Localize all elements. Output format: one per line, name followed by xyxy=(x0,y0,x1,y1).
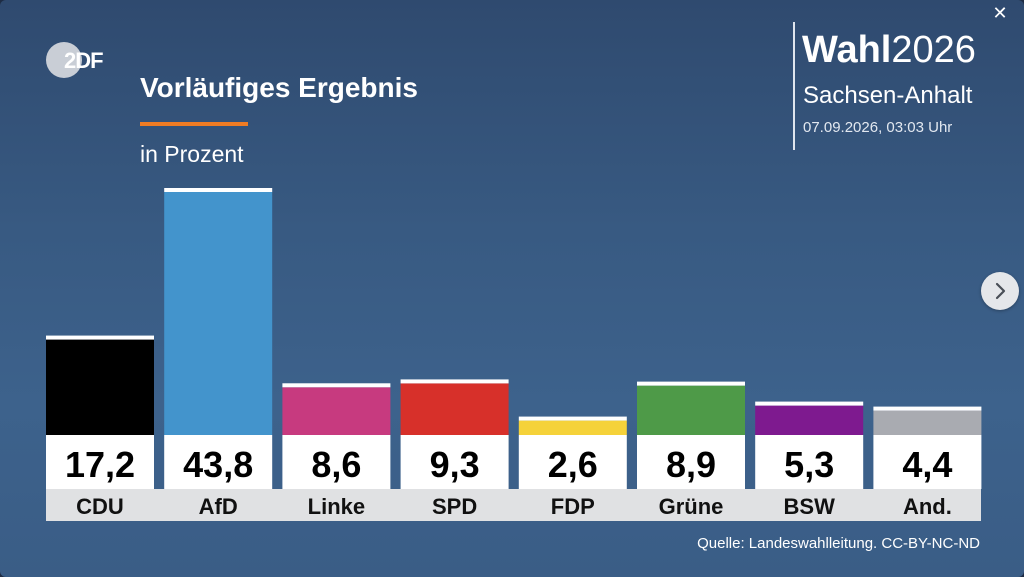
brand-year: 2026 xyxy=(891,29,976,71)
category-label-spd: SPD xyxy=(432,494,477,519)
zdf-logo: 2DF xyxy=(46,42,116,78)
bar-fdp xyxy=(518,420,627,435)
bar-cap-spd xyxy=(400,379,509,384)
value-box-fdp xyxy=(518,435,627,489)
data-label-linke: 8,6 xyxy=(311,444,361,485)
category-label-grüne: Grüne xyxy=(659,494,724,519)
next-slide-button[interactable] xyxy=(981,272,1019,310)
bar-bsw xyxy=(755,405,864,435)
bar-afd xyxy=(164,192,273,435)
bar-cap-grüne xyxy=(637,381,745,386)
category-label-and: And. xyxy=(903,494,952,519)
close-button[interactable]: ✕ xyxy=(988,1,1012,25)
data-label-and: 4,4 xyxy=(902,444,952,485)
source-note: Quelle: Landeswahlleitung. CC-BY-NC-ND xyxy=(697,535,980,552)
bar-cdu xyxy=(46,339,154,435)
result-timestamp: 07.09.2026, 03:03 Uhr xyxy=(803,119,953,136)
party-label-band xyxy=(46,489,981,521)
bar-cap-fdp xyxy=(518,416,627,421)
bar-linke xyxy=(282,387,391,435)
close-icon: ✕ xyxy=(992,3,1008,23)
bar-spd xyxy=(400,383,509,435)
value-box-afd xyxy=(164,435,273,489)
value-box-linke xyxy=(282,435,391,489)
title-accent-line xyxy=(140,122,248,126)
bar-and xyxy=(873,410,982,435)
value-box-grüne xyxy=(637,435,745,489)
brand-divider xyxy=(793,22,795,150)
data-label-grüne: 8,9 xyxy=(666,444,716,485)
category-label-linke: Linke xyxy=(308,494,365,519)
data-label-spd: 9,3 xyxy=(430,444,480,485)
value-box-bsw xyxy=(755,435,864,489)
category-label-fdp: FDP xyxy=(551,494,595,519)
chart-title: Vorläufiges Ergebnis xyxy=(140,72,418,103)
category-label-cdu: CDU xyxy=(76,494,124,519)
election-brand: Wahl2026 xyxy=(802,30,976,70)
chart-subtitle: in Prozent xyxy=(140,141,244,167)
category-label-bsw: BSW xyxy=(784,494,836,519)
bar-grüne xyxy=(637,385,745,435)
zdf-logo-text: 2DF xyxy=(64,48,104,73)
data-label-afd: 43,8 xyxy=(183,444,253,485)
bar-cap-cdu xyxy=(46,335,154,340)
category-label-afd: AfD xyxy=(199,494,238,519)
value-box-spd xyxy=(400,435,509,489)
value-box-and xyxy=(873,435,982,489)
region-name: Sachsen-Anhalt xyxy=(803,82,973,109)
data-label-cdu: 17,2 xyxy=(65,444,135,485)
bar-cap-bsw xyxy=(755,401,864,406)
chevron-right-icon xyxy=(995,282,1006,300)
value-box-cdu xyxy=(46,435,154,489)
bar-cap-afd xyxy=(164,188,273,192)
brand-word: Wahl xyxy=(802,29,892,71)
data-label-fdp: 2,6 xyxy=(548,444,598,485)
bar-cap-linke xyxy=(282,383,391,388)
bar-cap-and xyxy=(873,406,982,411)
data-label-bsw: 5,3 xyxy=(784,444,834,485)
zdf-logo-disc xyxy=(46,42,82,78)
